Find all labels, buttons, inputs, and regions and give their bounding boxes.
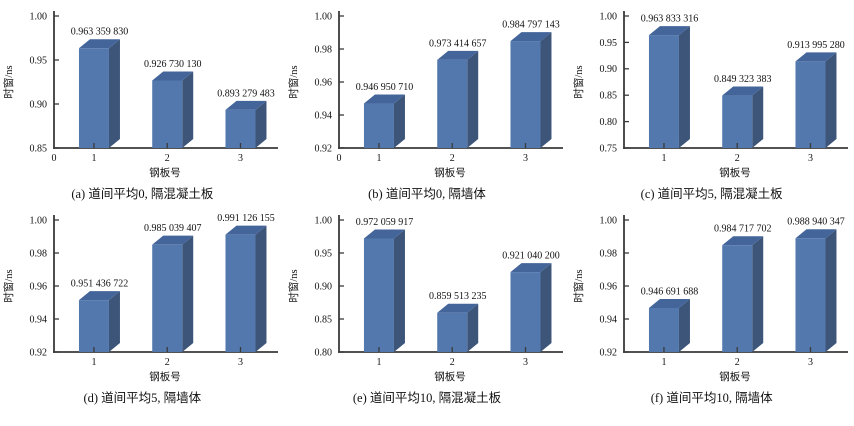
svg-text:0.96: 0.96	[314, 77, 332, 88]
svg-text:3: 3	[523, 357, 528, 368]
svg-text:1.00: 1.00	[599, 215, 617, 226]
svg-text:0.849 323 383: 0.849 323 383	[714, 74, 772, 85]
svg-text:3: 3	[238, 153, 243, 164]
chart-b-caption: (b) 道间平均0, 隔墙体	[368, 187, 486, 201]
svg-text:0.985 039 407: 0.985 039 407	[144, 223, 202, 234]
svg-text:0.95: 0.95	[30, 55, 48, 66]
svg-text:1: 1	[661, 357, 666, 368]
svg-text:0.75: 0.75	[599, 143, 617, 154]
svg-text:0.893 279 483: 0.893 279 483	[218, 88, 276, 99]
svg-text:0.973 414 657: 0.973 414 657	[429, 38, 487, 49]
svg-text:时窗/ns: 时窗/ns	[572, 65, 585, 98]
chart-a: 0.85 0.90 0.95 1.00 1 0.963 359 830 2 0.926 730…	[0, 2, 285, 206]
chart-e: 0.80 0.85 0.90 0.95 1.00 1 0.972 059 917 2 0.859…	[285, 206, 570, 424]
svg-text:0.80: 0.80	[314, 347, 332, 358]
svg-text:0.98: 0.98	[30, 248, 48, 259]
svg-text:3: 3	[808, 153, 813, 164]
svg-text:时窗/ns: 时窗/ns	[2, 65, 15, 98]
svg-text:时窗/ns: 时窗/ns	[2, 269, 15, 302]
svg-text:钢板号: 钢板号	[719, 166, 751, 179]
chart-b-canvas: 0.92 0.94 0.96 0.98 1.00 1 0.946 950 710 2 0.973…	[287, 11, 563, 179]
chart-c-canvas: 0.75 0.80 0.85 0.90 0.95 1.00 1 0.963 833 316 2 0…	[572, 11, 848, 179]
svg-text:钢板号: 钢板号	[434, 370, 466, 383]
svg-text:0.98: 0.98	[314, 44, 332, 55]
svg-text:钢板号: 钢板号	[150, 166, 182, 179]
svg-text:0.95: 0.95	[314, 248, 332, 259]
svg-text:2: 2	[165, 153, 170, 164]
chart-f-canvas: 0.92 0.94 0.96 0.98 1.00 1 0.946 691 688 2 0.984…	[572, 215, 848, 383]
svg-text:0.90: 0.90	[314, 281, 332, 292]
chart-e-canvas: 0.80 0.85 0.90 0.95 1.00 1 0.972 059 917 2 0.859…	[287, 215, 563, 383]
svg-text:0.85: 0.85	[599, 91, 617, 102]
svg-text:0.96: 0.96	[30, 281, 48, 292]
svg-text:3: 3	[808, 357, 813, 368]
svg-text:1.00: 1.00	[314, 215, 332, 226]
svg-text:0.963 359 830: 0.963 359 830	[71, 27, 129, 38]
svg-text:0.921 040 200: 0.921 040 200	[502, 251, 559, 262]
svg-text:3: 3	[238, 357, 243, 368]
svg-text:1: 1	[92, 153, 97, 164]
svg-text:钢板号: 钢板号	[434, 166, 466, 179]
svg-text:0.92: 0.92	[30, 347, 48, 358]
svg-text:0.80: 0.80	[599, 117, 617, 128]
svg-text:2: 2	[165, 357, 170, 368]
svg-text:0.963 833 316: 0.963 833 316	[640, 14, 698, 25]
svg-text:0.98: 0.98	[599, 248, 617, 259]
svg-text:0.984 717 702: 0.984 717 702	[714, 224, 772, 235]
svg-text:1: 1	[376, 357, 381, 368]
chart-c-caption: (c) 道间平均5, 隔混凝土板	[640, 187, 783, 201]
svg-text:0.92: 0.92	[599, 347, 617, 358]
chart-d-canvas: 0.92 0.94 0.96 0.98 1.00 1 0.951 436 722 2 0.985…	[2, 213, 279, 383]
svg-text:0.85: 0.85	[314, 314, 332, 325]
svg-text:1.00: 1.00	[30, 215, 48, 226]
chart-a-caption: (a) 道间平均0, 隔混凝土板	[71, 187, 214, 201]
svg-text:2: 2	[450, 153, 455, 164]
svg-text:时窗/ns: 时窗/ns	[287, 65, 300, 98]
svg-text:0: 0	[52, 153, 57, 164]
svg-text:2: 2	[450, 357, 455, 368]
svg-text:0.85: 0.85	[30, 143, 48, 154]
svg-text:0.90: 0.90	[599, 64, 617, 75]
svg-text:0.984 797 143: 0.984 797 143	[502, 20, 559, 31]
svg-text:0: 0	[336, 153, 341, 164]
svg-text:1.00: 1.00	[30, 11, 48, 22]
svg-text:0.951 436 722: 0.951 436 722	[71, 279, 129, 290]
svg-text:0.913 995 280: 0.913 995 280	[787, 40, 845, 51]
svg-text:0.95: 0.95	[599, 38, 617, 49]
svg-text:1.00: 1.00	[314, 11, 332, 22]
svg-text:1: 1	[376, 153, 381, 164]
chart-a-canvas: 0.85 0.90 0.95 1.00 1 0.963 359 830 2 0.926 730…	[2, 11, 279, 179]
svg-text:2: 2	[734, 357, 739, 368]
svg-text:0.988 940 347: 0.988 940 347	[787, 217, 845, 228]
svg-text:时窗/ns: 时窗/ns	[287, 269, 300, 302]
svg-text:0.972 059 917: 0.972 059 917	[356, 217, 414, 228]
svg-text:0.92: 0.92	[314, 143, 332, 154]
svg-text:钢板号: 钢板号	[719, 370, 751, 383]
svg-text:2: 2	[734, 153, 739, 164]
svg-text:钢板号: 钢板号	[150, 370, 182, 383]
chart-d-caption: (d) 道间平均5, 隔墙体	[83, 391, 202, 405]
svg-text:1: 1	[92, 357, 97, 368]
svg-text:0.94: 0.94	[599, 314, 617, 325]
svg-text:0.991 126 155: 0.991 126 155	[218, 213, 276, 224]
svg-text:0.94: 0.94	[30, 314, 48, 325]
svg-text:0.90: 0.90	[30, 99, 48, 110]
svg-text:0.946 950 710: 0.946 950 710	[356, 82, 414, 93]
svg-text:时窗/ns: 时窗/ns	[572, 269, 585, 302]
svg-text:3: 3	[523, 153, 528, 164]
chart-b: 0.92 0.94 0.96 0.98 1.00 1 0.946 950 710 2 0.973…	[285, 2, 570, 206]
svg-text:0.96: 0.96	[599, 281, 617, 292]
chart-c: 0.75 0.80 0.85 0.90 0.95 1.00 1 0.963 833 316 2 0…	[569, 2, 854, 206]
chart-f-caption: (f) 道间平均10, 隔墙体	[650, 391, 773, 405]
chart-f: 0.92 0.94 0.96 0.98 1.00 1 0.946 691 688 2 0.984…	[569, 206, 854, 424]
chart-e-caption: (e) 道间平均10, 隔混凝土板	[352, 391, 502, 405]
svg-text:1: 1	[661, 153, 666, 164]
chart-d: 0.92 0.94 0.96 0.98 1.00 1 0.951 436 722 2 0.985…	[0, 206, 285, 424]
svg-text:0.94: 0.94	[314, 110, 332, 121]
svg-text:0.926 730 130: 0.926 730 130	[144, 59, 202, 70]
svg-text:1.00: 1.00	[599, 11, 617, 22]
svg-text:0.859 513 235: 0.859 513 235	[429, 291, 487, 302]
svg-text:0.946 691 688: 0.946 691 688	[640, 286, 698, 297]
